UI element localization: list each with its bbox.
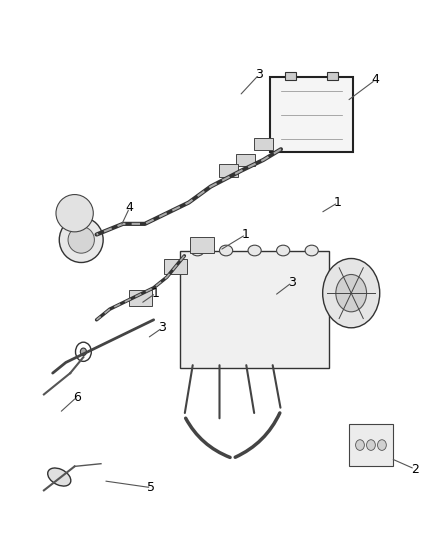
Text: 3: 3 xyxy=(254,68,262,81)
Circle shape xyxy=(80,348,86,356)
Ellipse shape xyxy=(247,245,261,256)
Circle shape xyxy=(366,440,374,450)
Circle shape xyxy=(322,259,379,328)
FancyBboxPatch shape xyxy=(180,251,328,368)
FancyBboxPatch shape xyxy=(253,138,272,150)
Ellipse shape xyxy=(304,245,318,256)
Text: 1: 1 xyxy=(333,196,341,209)
Circle shape xyxy=(377,440,385,450)
Text: 1: 1 xyxy=(241,228,249,241)
FancyBboxPatch shape xyxy=(236,154,255,166)
Text: 3: 3 xyxy=(158,321,166,334)
Ellipse shape xyxy=(68,227,94,253)
Bar xyxy=(326,72,337,80)
FancyBboxPatch shape xyxy=(269,77,353,152)
FancyBboxPatch shape xyxy=(163,259,187,274)
FancyBboxPatch shape xyxy=(218,164,237,177)
Text: 3: 3 xyxy=(287,276,295,289)
Ellipse shape xyxy=(56,195,93,232)
Text: 6: 6 xyxy=(73,391,81,403)
Circle shape xyxy=(335,274,366,312)
Ellipse shape xyxy=(191,245,204,256)
Ellipse shape xyxy=(219,245,232,256)
FancyBboxPatch shape xyxy=(190,237,213,253)
Ellipse shape xyxy=(276,245,289,256)
FancyBboxPatch shape xyxy=(348,424,392,466)
Ellipse shape xyxy=(59,217,103,262)
Text: 2: 2 xyxy=(410,463,418,475)
Ellipse shape xyxy=(48,468,71,486)
Bar xyxy=(285,72,296,80)
Circle shape xyxy=(355,440,364,450)
Text: 5: 5 xyxy=(147,481,155,494)
Text: 4: 4 xyxy=(125,201,133,214)
FancyBboxPatch shape xyxy=(128,290,152,306)
Text: 1: 1 xyxy=(152,287,159,300)
Text: 4: 4 xyxy=(371,74,378,86)
